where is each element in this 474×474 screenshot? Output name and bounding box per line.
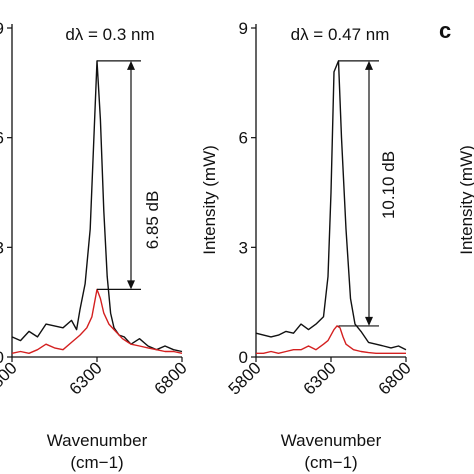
- panel-2-y-tick-label-0: 0: [239, 348, 248, 367]
- panel-1-y-tick-label-3: 3: [0, 238, 4, 257]
- panel-2-db-label: 10.10 dB: [379, 151, 398, 219]
- panel-1-x-tick-label-6300: 6300: [66, 358, 106, 398]
- panel-2-db-arrow-head-down: [365, 316, 373, 326]
- panel-2-y-tick-label-9: 9: [239, 19, 248, 38]
- panel-1-db-arrow-head-up: [127, 60, 135, 70]
- panel-2-db-arrow-head-up: [365, 60, 373, 70]
- panel-1-series-line-red: [11, 288, 183, 354]
- panel-2-series-line-red: [256, 325, 406, 354]
- panel-2-xunit: (cm−1): [304, 453, 357, 472]
- panel-2-x-tick-label-5800: 5800: [225, 358, 265, 398]
- panel-2-y-tick-label-6: 6: [239, 129, 248, 148]
- panel-letter-c: c: [439, 18, 451, 43]
- panel-2-linewidth-annotation: dλ = 0.47 nm: [291, 25, 390, 44]
- panel-2-y-tick-label-3: 3: [239, 238, 248, 257]
- panel-1-y-tick-label-9: 9: [0, 19, 4, 38]
- panel-1-xlabel: Wavenumber: [47, 431, 148, 450]
- panel-1-y-tick-label-0: 0: [0, 348, 4, 367]
- panel-1-linewidth-annotation: dλ = 0.3 nm: [65, 25, 154, 44]
- panel-2-xlabel: Wavenumber: [281, 431, 382, 450]
- panel-2-x-tick-label-6800: 6800: [375, 358, 415, 398]
- panel-1-db-arrow-head-down: [127, 280, 135, 290]
- panel-2-ylabel: Intensity (mW): [200, 145, 219, 255]
- panel-2-series-line-black: [255, 60, 407, 351]
- panel-1-xunit: (cm−1): [70, 453, 123, 472]
- panel-2-x-tick-label-6300: 6300: [300, 358, 340, 398]
- panel-1-y-tick-label-6: 6: [0, 129, 4, 148]
- panel-1-x-tick-label-5800: 5800: [0, 358, 21, 398]
- panel-1-x-tick-label-6800: 6800: [151, 358, 191, 398]
- panel-c-ylabel: Intensity (mW): [457, 145, 474, 255]
- panel-1-db-label: 6.85 dB: [143, 191, 162, 250]
- panel-1-series-line-black: [11, 60, 183, 353]
